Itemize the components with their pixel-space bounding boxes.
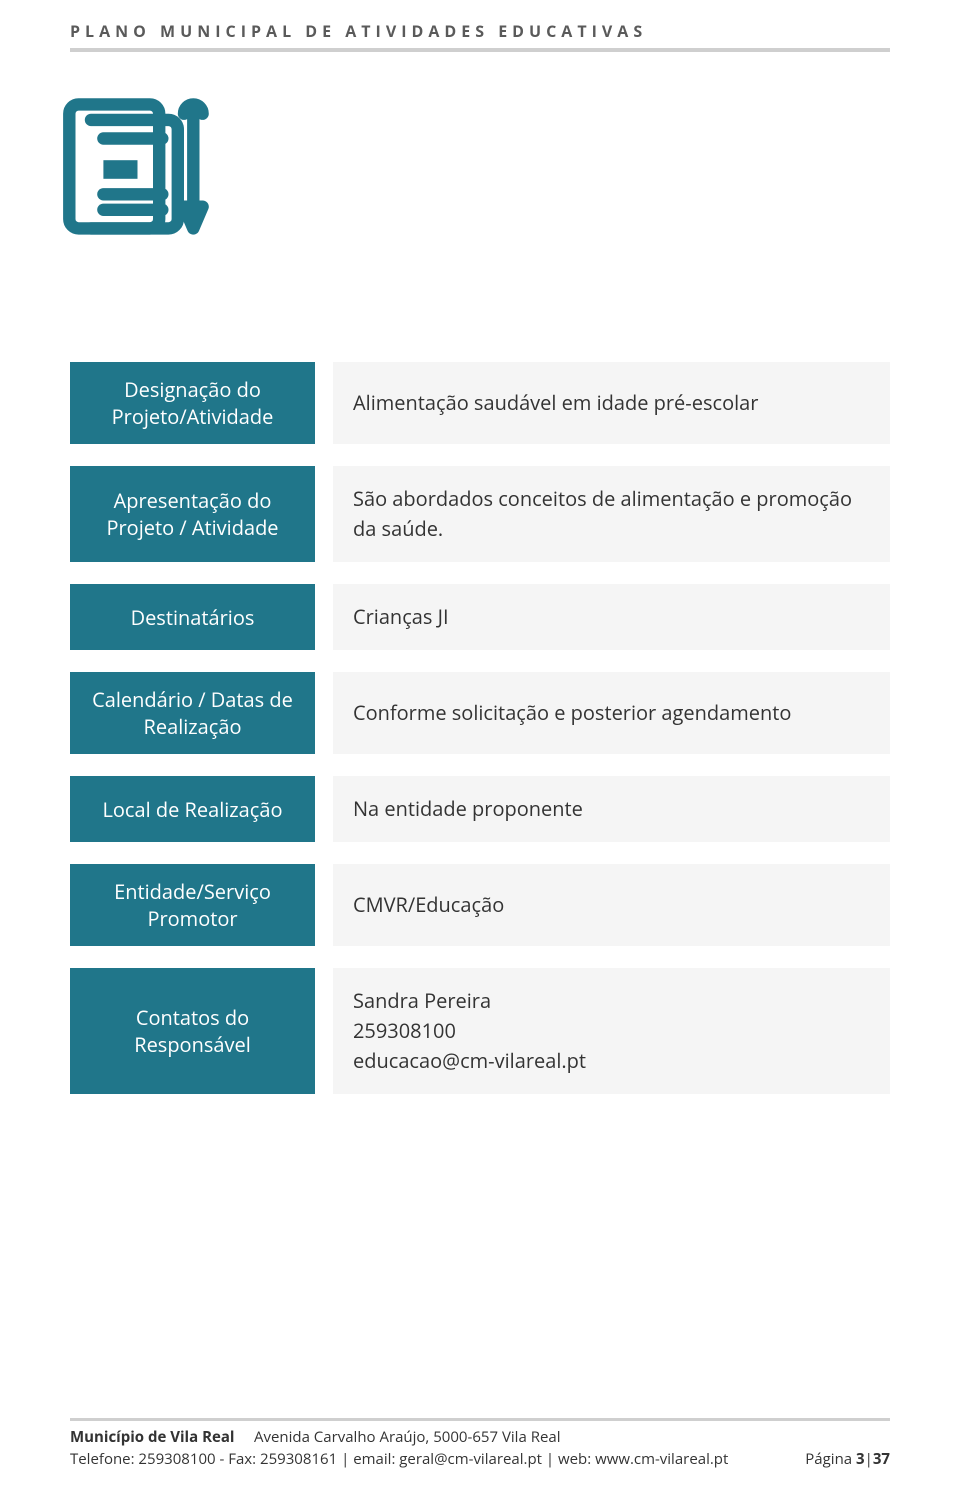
field-value-designacao: Alimentação saudável em idade pré-escola… (333, 362, 890, 444)
page-header-title: PLANO MUNICIPAL DE ATIVIDADES EDUCATIVAS (70, 20, 890, 42)
field-value-entidade: CMVR/Educação (333, 864, 890, 946)
field-value-destinatarios: Crianças JI (333, 584, 890, 650)
field-value-local: Na entidade proponente (333, 776, 890, 842)
field-row: Calendário / Datas de Realização Conform… (70, 672, 890, 754)
footer-address: Avenida Carvalho Araújo, 5000-657 Vila R… (254, 1427, 561, 1447)
field-label-calendario: Calendário / Datas de Realização (70, 672, 315, 754)
field-value-calendario: Conforme solicitação e posterior agendam… (333, 672, 890, 754)
footer-org: Município de Vila Real (70, 1427, 235, 1447)
field-label-contatos: Contatos do Responsável (70, 968, 315, 1094)
field-row: Contatos do Responsável Sandra Pereira 2… (70, 968, 890, 1094)
field-label-destinatarios: Destinatários (70, 584, 315, 650)
newspaper-pencil-icon (60, 92, 890, 252)
header-rule (70, 48, 890, 52)
footer-line-2: Telefone: 259308100 - Fax: 259308161 | e… (70, 1449, 890, 1469)
field-row: Entidade/Serviço Promotor CMVR/Educação (70, 864, 890, 946)
field-row: Apresentação do Projeto / Atividade São … (70, 466, 890, 562)
field-value-contatos: Sandra Pereira 259308100 educacao@cm-vil… (333, 968, 890, 1094)
footer-line-1: Município de Vila Real Avenida Carvalho … (70, 1427, 890, 1447)
footer-page-total: 37 (873, 1449, 890, 1469)
footer-contact: Telefone: 259308100 - Fax: 259308161 | e… (70, 1449, 728, 1469)
field-label-local: Local de Realização (70, 776, 315, 842)
page-footer: Município de Vila Real Avenida Carvalho … (70, 1418, 890, 1469)
footer-page-label: Página (805, 1449, 856, 1469)
field-label-apresentacao: Apresentação do Projeto / Atividade (70, 466, 315, 562)
footer-page-sep: | (865, 1449, 873, 1469)
field-row: Destinatários Crianças JI (70, 584, 890, 650)
footer-page-current: 3 (856, 1449, 865, 1469)
field-rows: Designação do Projeto/Atividade Alimenta… (70, 362, 890, 1094)
field-label-entidade: Entidade/Serviço Promotor (70, 864, 315, 946)
field-value-apresentacao: São abordados conceitos de alimentação e… (333, 466, 890, 562)
field-label-designacao: Designação do Projeto/Atividade (70, 362, 315, 444)
footer-page-number: Página 3|37 (805, 1449, 890, 1469)
field-row: Designação do Projeto/Atividade Alimenta… (70, 362, 890, 444)
field-row: Local de Realização Na entidade proponen… (70, 776, 890, 842)
